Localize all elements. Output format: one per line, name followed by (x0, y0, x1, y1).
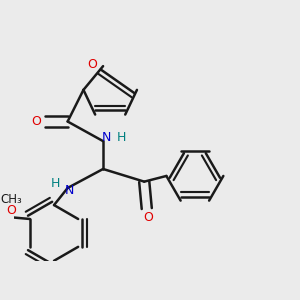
Text: H: H (117, 131, 126, 144)
Text: N: N (102, 131, 111, 144)
Text: N: N (64, 184, 74, 197)
Text: O: O (143, 211, 153, 224)
Text: O: O (87, 58, 97, 71)
Text: O: O (6, 204, 16, 217)
Text: H: H (50, 177, 60, 190)
Text: CH₃: CH₃ (0, 193, 22, 206)
Text: O: O (31, 115, 41, 128)
